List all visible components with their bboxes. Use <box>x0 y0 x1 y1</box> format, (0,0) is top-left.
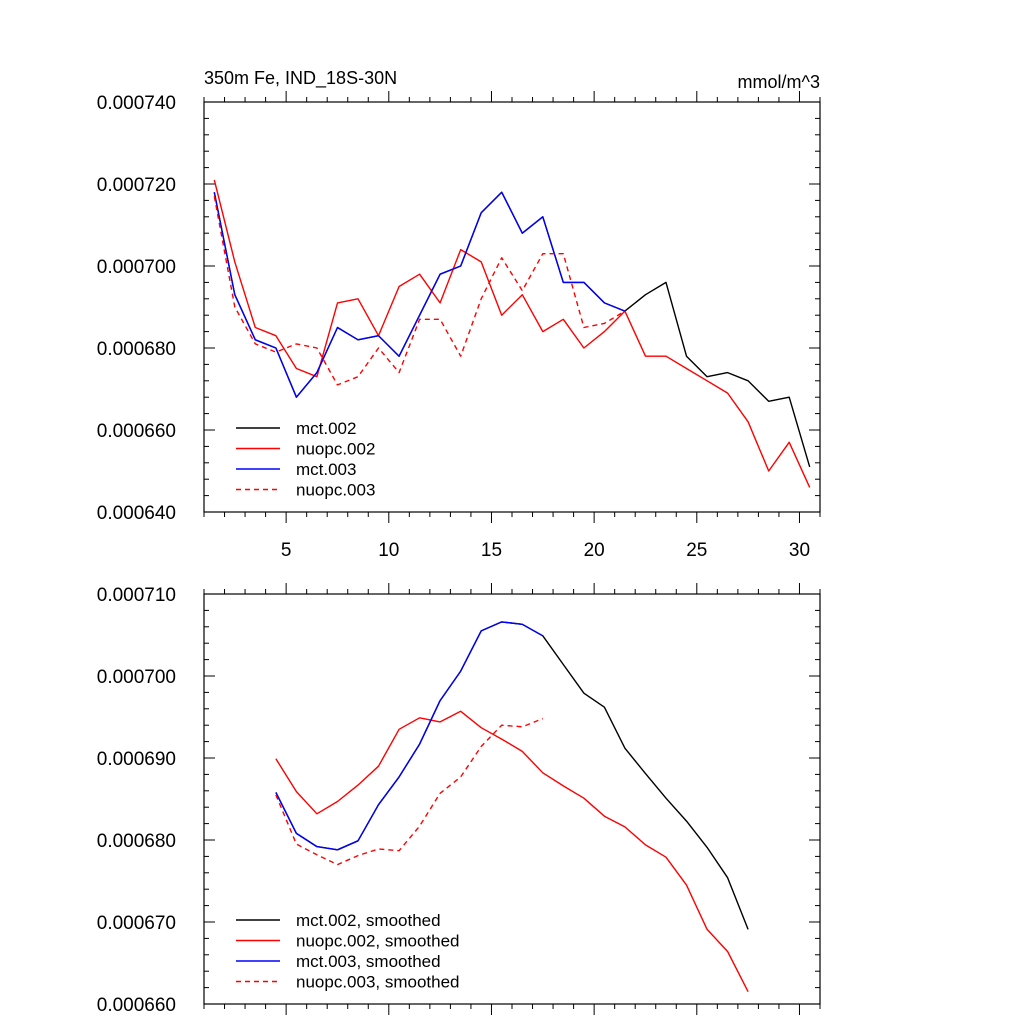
top-series-line-4 <box>213 196 626 386</box>
bottom-panel: 0.000660 0.000670 0.000680 0.000690 0.000700… <box>97 583 821 1016</box>
top-y-tick-label: 0.000640 <box>97 503 176 524</box>
top-series-line-3 <box>213 191 626 398</box>
bottom-series-line-3 <box>275 621 544 851</box>
top-y-tick-label: 0.000740 <box>97 93 176 114</box>
top-legend-label-4: nuopc.003 <box>296 481 375 500</box>
bottom-y-tick-label: 0.000700 <box>97 667 176 688</box>
top-series-line-2 <box>213 179 811 488</box>
bottom-legend-label-1: mct.002, smoothed <box>296 911 441 930</box>
bottom-legend-label-2: nuopc.002, smoothed <box>296 932 460 951</box>
top-panel: 350m Fe, IND_18S-30N mmol/m^3 5 10 15 20 25 3… <box>97 68 821 561</box>
top-x-tick-label: 20 <box>584 540 605 561</box>
top-y-tick-label: 0.000720 <box>97 175 176 196</box>
bottom-series-line-2 <box>275 710 749 993</box>
top-panel-title: 350m Fe, IND_18S-30N <box>204 68 397 89</box>
bottom-y-tick-label: 0.000680 <box>97 831 176 852</box>
bottom-y-tick-label: 0.000660 <box>97 995 176 1016</box>
top-y-tick-label: 0.000700 <box>97 257 176 278</box>
bottom-y-tick-label: 0.000710 <box>97 585 176 606</box>
top-panel-units: mmol/m^3 <box>738 72 820 92</box>
bottom-series-line-1 <box>275 621 749 930</box>
bottom-y-tick-label: 0.000670 <box>97 913 176 934</box>
top-legend-label-3: mct.003 <box>296 460 356 479</box>
top-x-tick-label: 10 <box>378 540 399 561</box>
top-y-tick-label: 0.000660 <box>97 421 176 442</box>
bottom-legend-label-4: nuopc.003, smoothed <box>296 973 460 992</box>
top-legend-label-1: mct.002 <box>296 419 356 438</box>
top-x-tick-label: 30 <box>789 540 810 561</box>
bottom-y-tick-label: 0.000690 <box>97 749 176 770</box>
top-x-tick-label: 25 <box>686 540 707 561</box>
top-x-tick-label: 5 <box>281 540 292 561</box>
bottom-legend-label-3: mct.003, smoothed <box>296 952 441 971</box>
top-y-tick-label: 0.000680 <box>97 339 176 360</box>
top-legend-label-2: nuopc.002 <box>296 440 375 459</box>
top-x-tick-label: 15 <box>481 540 502 561</box>
